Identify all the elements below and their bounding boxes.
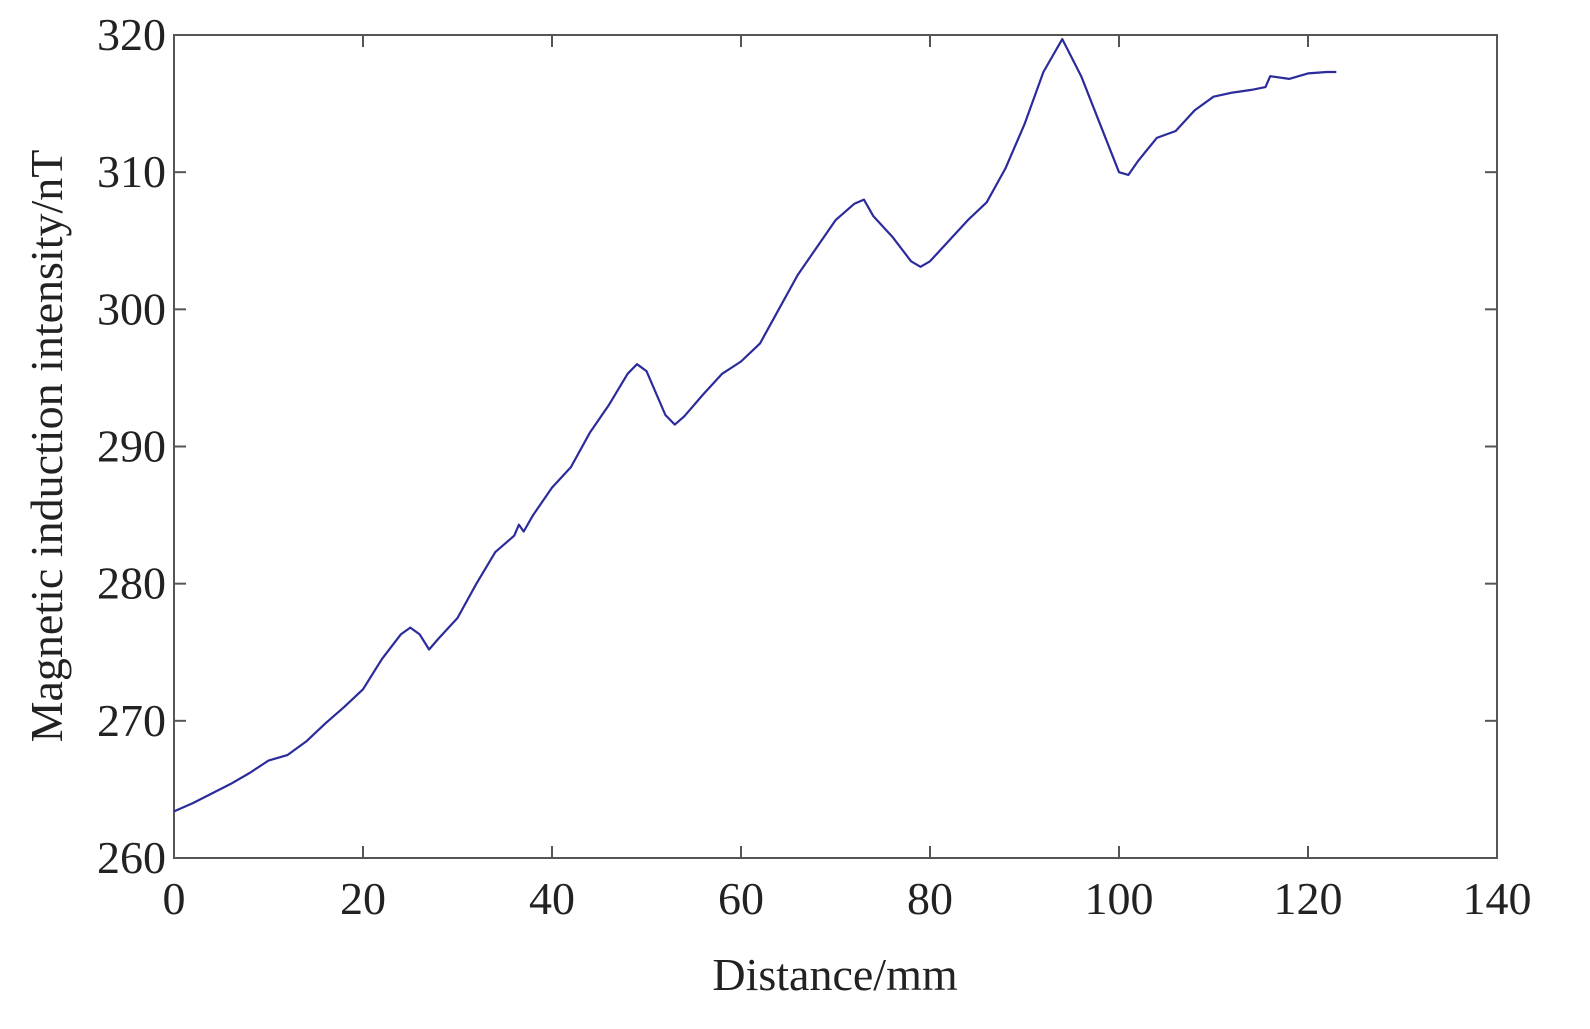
y-tick-label: 260 — [97, 832, 166, 883]
x-tick-label: 20 — [340, 873, 386, 924]
y-tick-label: 280 — [97, 558, 166, 609]
x-tick-label: 60 — [718, 873, 764, 924]
y-tick-label: 320 — [97, 9, 166, 60]
x-tick-label: 100 — [1085, 873, 1154, 924]
x-tick-label: 40 — [529, 873, 575, 924]
y-tick-label: 270 — [97, 695, 166, 746]
y-tick-label: 310 — [97, 146, 166, 197]
y-tick-label: 290 — [97, 421, 166, 472]
line-series — [173, 38, 1337, 813]
x-tick-label: 120 — [1274, 873, 1343, 924]
x-tick-label: 80 — [907, 873, 953, 924]
y-axis-label: Magnetic induction intensity/nT — [21, 150, 72, 743]
x-tick-label: 0 — [163, 873, 186, 924]
y-tick-label: 300 — [97, 283, 166, 334]
x-axis-label: Distance/mm — [712, 949, 957, 1000]
plot-frame — [173, 34, 1498, 859]
x-tick-label: 140 — [1463, 873, 1532, 924]
